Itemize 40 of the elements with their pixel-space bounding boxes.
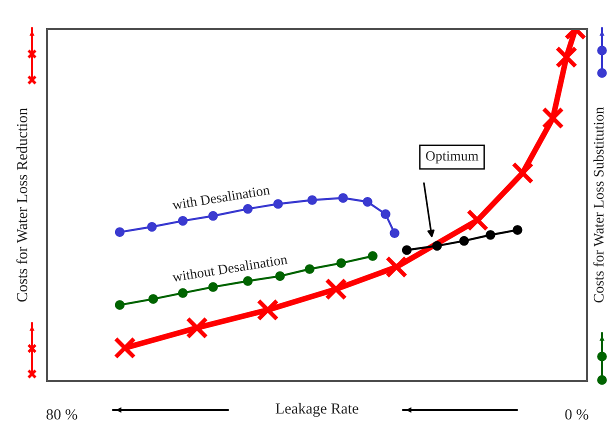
point	[402, 245, 412, 255]
point	[178, 288, 188, 298]
point	[273, 199, 283, 209]
point	[459, 236, 469, 246]
point	[242, 276, 253, 286]
text: without Desalination	[172, 254, 288, 282]
point	[208, 282, 218, 292]
point	[380, 209, 390, 220]
point	[338, 193, 348, 203]
point	[208, 211, 218, 221]
point	[466, 209, 489, 232]
point	[390, 228, 400, 238]
point	[368, 251, 378, 261]
point	[432, 240, 442, 251]
point	[385, 256, 408, 278]
point	[178, 216, 188, 226]
annotation: Optimum	[426, 151, 478, 164]
text: with Desalination	[172, 184, 270, 210]
point	[148, 294, 158, 304]
point	[555, 46, 578, 68]
x-axis-title: Leakage Rate	[276, 402, 358, 417]
point	[324, 278, 348, 300]
point	[512, 162, 534, 184]
y2-axis-title: Costs for Water Loss Substitution	[593, 107, 604, 303]
x-tick-label: 0 %	[565, 409, 588, 420]
point	[362, 196, 372, 207]
point	[512, 225, 522, 235]
point	[114, 227, 125, 237]
x-tick-label: 80 %	[46, 409, 78, 420]
point	[186, 316, 208, 339]
point	[304, 264, 314, 274]
point	[486, 230, 496, 240]
point	[336, 258, 346, 268]
point	[256, 298, 279, 322]
point	[307, 195, 318, 205]
y-axis-title: Costs for Water Loss Reduction	[16, 108, 28, 302]
point	[542, 106, 564, 130]
point	[147, 222, 157, 232]
point	[114, 300, 125, 310]
point	[114, 336, 136, 360]
